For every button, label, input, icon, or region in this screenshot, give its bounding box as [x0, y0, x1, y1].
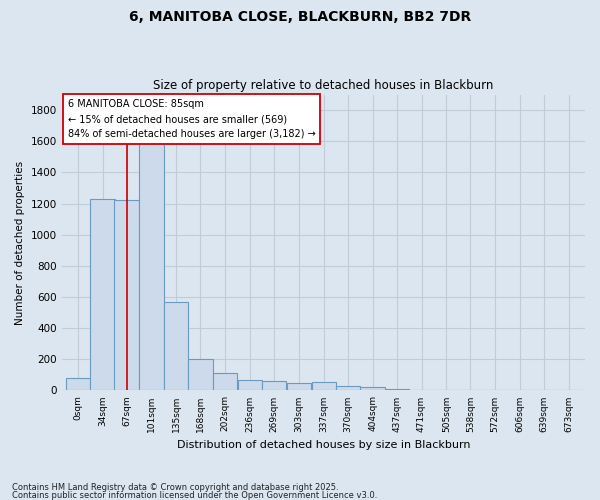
Bar: [385, 389, 409, 390]
Bar: [311, 382, 336, 390]
Bar: [115, 200, 139, 390]
Bar: [335, 386, 360, 390]
Bar: [287, 382, 311, 390]
Text: Contains public sector information licensed under the Open Government Licence v3: Contains public sector information licen…: [12, 490, 377, 500]
X-axis label: Distribution of detached houses by size in Blackburn: Distribution of detached houses by size …: [176, 440, 470, 450]
Text: 6 MANITOBA CLOSE: 85sqm
← 15% of detached houses are smaller (569)
84% of semi-d: 6 MANITOBA CLOSE: 85sqm ← 15% of detache…: [68, 99, 315, 139]
Text: Contains HM Land Registry data © Crown copyright and database right 2025.: Contains HM Land Registry data © Crown c…: [12, 484, 338, 492]
Title: Size of property relative to detached houses in Blackburn: Size of property relative to detached ho…: [153, 79, 494, 92]
Bar: [188, 360, 212, 390]
Bar: [262, 381, 286, 390]
Bar: [164, 302, 188, 390]
Y-axis label: Number of detached properties: Number of detached properties: [15, 160, 25, 324]
Bar: [213, 374, 238, 390]
Bar: [361, 388, 385, 390]
Bar: [139, 126, 164, 390]
Bar: [238, 380, 262, 390]
Bar: [65, 378, 90, 390]
Bar: [91, 199, 115, 390]
Text: 6, MANITOBA CLOSE, BLACKBURN, BB2 7DR: 6, MANITOBA CLOSE, BLACKBURN, BB2 7DR: [129, 10, 471, 24]
